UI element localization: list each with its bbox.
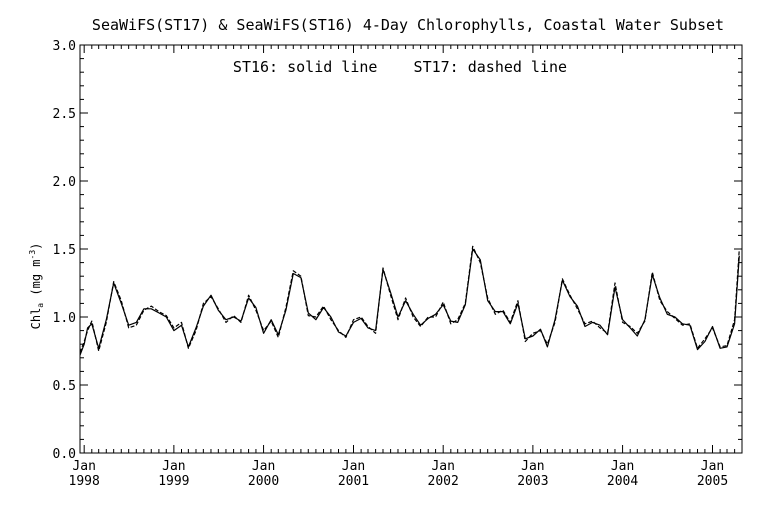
x-tick-month-label: Jan <box>521 459 544 474</box>
y-axis-label: Chla (mg m-3) <box>28 243 45 330</box>
x-tick-month-label: Jan <box>252 459 275 474</box>
x-tick-year-label: 2004 <box>607 474 638 489</box>
y-tick-label: 2.0 <box>53 175 76 190</box>
chart-annotation: ST16: solid line ST17: dashed line <box>233 58 567 76</box>
x-tick-month-label: Jan <box>701 459 724 474</box>
y-tick-label: 1.0 <box>53 311 76 326</box>
x-tick-month-label: Jan <box>162 459 185 474</box>
x-tick-year-label: 2003 <box>517 474 548 489</box>
x-tick-year-label: 1999 <box>158 474 189 489</box>
x-tick-year-label: 2000 <box>248 474 279 489</box>
x-tick-year-label: 2001 <box>338 474 369 489</box>
x-tick-month-label: Jan <box>342 459 365 474</box>
x-tick-year-label: 2005 <box>697 474 728 489</box>
x-tick-month-label: Jan <box>72 459 95 474</box>
series-line-st16 <box>79 248 740 356</box>
x-tick-year-label: 1998 <box>69 474 100 489</box>
x-tick-month-label: Jan <box>611 459 634 474</box>
y-tick-label: 3.0 <box>53 39 76 54</box>
axis-ticks <box>80 44 743 454</box>
svg-text:Chla (mg m-3): Chla (mg m-3) <box>28 243 45 330</box>
tick-labels: 0.00.51.01.52.02.53.0Jan1998Jan1999Jan20… <box>53 39 729 489</box>
data-series <box>79 245 740 356</box>
x-tick-year-label: 2002 <box>428 474 459 489</box>
y-tick-label: 1.5 <box>53 243 76 258</box>
series-line-st17 <box>79 245 740 353</box>
x-tick-month-label: Jan <box>431 459 454 474</box>
y-tick-label: 0.5 <box>53 379 76 394</box>
y-tick-label: 0.0 <box>53 447 76 462</box>
y-tick-label: 2.5 <box>53 107 76 122</box>
plot-frame <box>79 44 743 454</box>
chart-title: SeaWiFS(ST17) & SeaWiFS(ST16) 4-Day Chlo… <box>92 16 724 34</box>
